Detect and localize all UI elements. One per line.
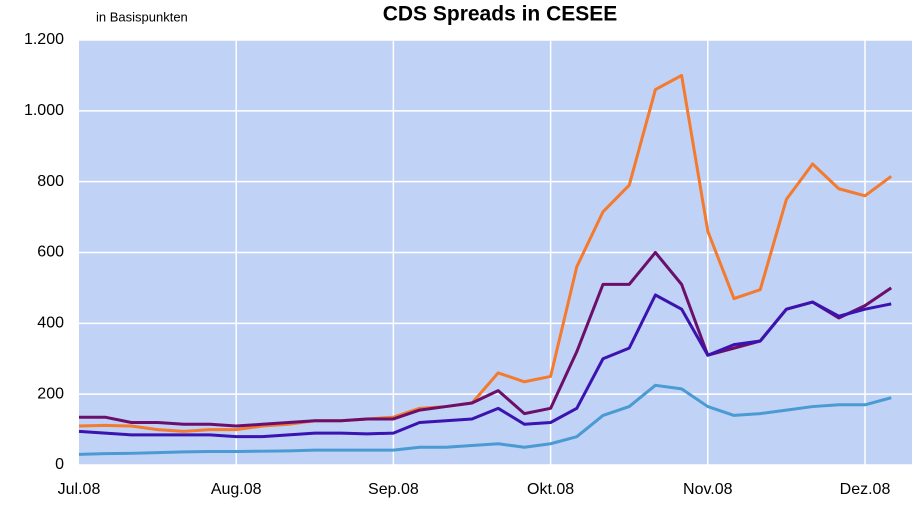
y-tick-label: 800 bbox=[37, 173, 64, 190]
series-line bbox=[78, 73, 893, 433]
series-line bbox=[78, 383, 892, 456]
y-tick-label: 400 bbox=[37, 315, 64, 332]
y-tick-label: 1.000 bbox=[24, 102, 64, 119]
series-line bbox=[78, 293, 892, 439]
x-tick-label: Aug.08 bbox=[211, 481, 262, 498]
y-tick-label: 600 bbox=[37, 244, 64, 261]
x-tick-label: Jul.08 bbox=[58, 481, 101, 498]
chart-title: CDS Spreads in CESEE bbox=[383, 3, 618, 26]
x-tick-label: Okt.08 bbox=[527, 481, 574, 498]
x-tick-label: Sep.08 bbox=[368, 481, 419, 498]
subtitle: in Basispunkten bbox=[96, 9, 188, 24]
x-tick-label: Dez.08 bbox=[840, 481, 891, 498]
y-tick-label: 1.200 bbox=[24, 31, 64, 48]
y-tick-label: 200 bbox=[37, 385, 64, 402]
x-tick-label: Nov.08 bbox=[683, 481, 733, 498]
y-tick-label: 0 bbox=[55, 456, 64, 473]
